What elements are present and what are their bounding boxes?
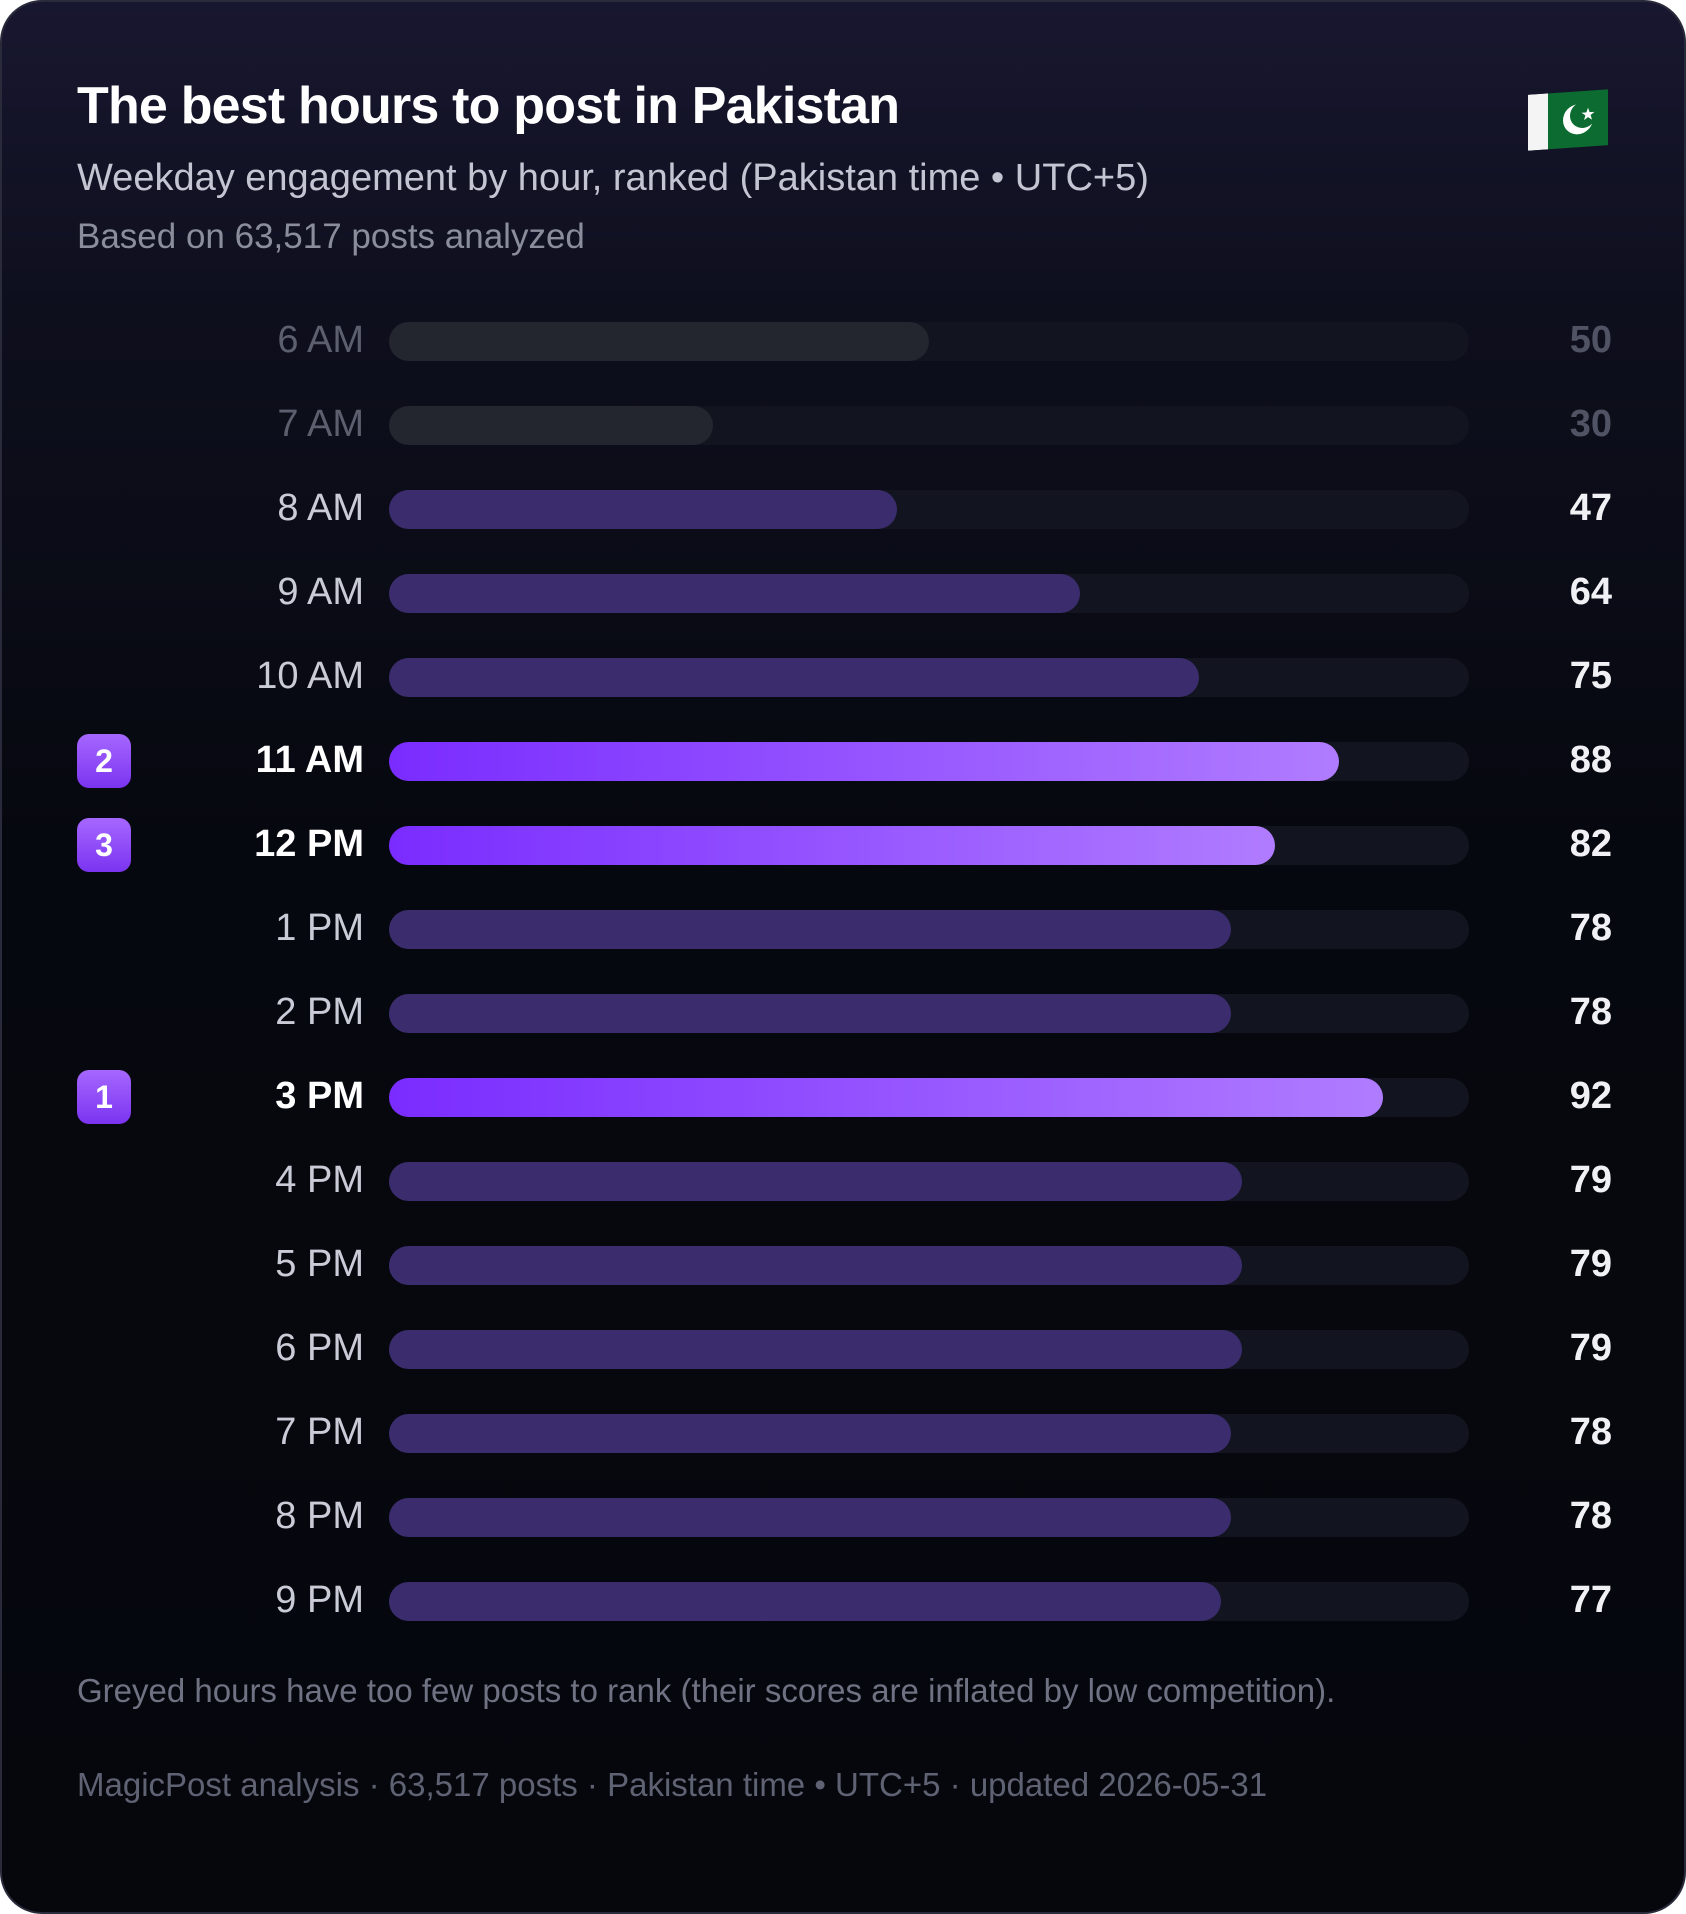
chart-title: The best hours to post in Pakistan xyxy=(77,77,900,135)
hour-label: 8 AM xyxy=(277,487,364,529)
bar-row: 1 3 PM 92 xyxy=(2,1067,1684,1127)
bar-track xyxy=(389,322,1469,361)
pakistan-flag-icon xyxy=(1528,89,1608,151)
bar-track xyxy=(389,406,1469,445)
value-label: 78 xyxy=(1569,907,1612,949)
bar-track xyxy=(389,658,1469,697)
bar-row: 7 AM 30 xyxy=(2,395,1684,455)
bar xyxy=(389,1414,1231,1453)
hour-label: 7 AM xyxy=(277,403,364,445)
bar xyxy=(389,658,1199,697)
value-label: 82 xyxy=(1569,823,1612,865)
value-label: 64 xyxy=(1569,571,1612,613)
bar-track xyxy=(389,826,1469,865)
rank-badge: 3 xyxy=(77,818,131,872)
bar xyxy=(389,742,1339,781)
bar-row: 3 12 PM 82 xyxy=(2,815,1684,875)
hour-label: 2 PM xyxy=(275,991,364,1033)
bar-row: 6 AM 50 xyxy=(2,311,1684,371)
hour-label: 11 AM xyxy=(255,739,364,781)
bar-track xyxy=(389,994,1469,1033)
hour-label: 4 PM xyxy=(275,1159,364,1201)
bar-row: 7 PM 78 xyxy=(2,1403,1684,1463)
bar xyxy=(389,910,1231,949)
bar-track xyxy=(389,1414,1469,1453)
value-label: 78 xyxy=(1569,1495,1612,1537)
bar-row: 2 11 AM 88 xyxy=(2,731,1684,791)
value-label: 88 xyxy=(1569,739,1612,781)
value-label: 47 xyxy=(1569,487,1612,529)
bar xyxy=(389,1498,1231,1537)
value-label: 92 xyxy=(1569,1075,1612,1117)
bar xyxy=(389,1078,1383,1117)
bar-row: 2 PM 78 xyxy=(2,983,1684,1043)
bar-track xyxy=(389,1330,1469,1369)
bar-row: 8 PM 78 xyxy=(2,1487,1684,1547)
bar xyxy=(389,1582,1221,1621)
hour-label: 7 PM xyxy=(275,1411,364,1453)
rank-badge: 2 xyxy=(77,734,131,788)
bar-track xyxy=(389,1078,1469,1117)
hour-label: 6 AM xyxy=(277,319,364,361)
posts-analyzed-caption: Based on 63,517 posts analyzed xyxy=(77,217,585,256)
hour-label: 12 PM xyxy=(254,823,364,865)
bar-track xyxy=(389,574,1469,613)
value-label: 50 xyxy=(1569,319,1612,361)
source-footer: MagicPost analysis · 63,517 posts · Paki… xyxy=(77,1766,1268,1803)
hour-label: 9 AM xyxy=(277,571,364,613)
bar xyxy=(389,1162,1242,1201)
value-label: 77 xyxy=(1569,1579,1612,1621)
value-label: 78 xyxy=(1569,1411,1612,1453)
bar xyxy=(389,1330,1242,1369)
bar-row: 10 AM 75 xyxy=(2,647,1684,707)
bar xyxy=(389,574,1080,613)
value-label: 78 xyxy=(1569,991,1612,1033)
chart-subtitle: Weekday engagement by hour, ranked (Paki… xyxy=(77,157,1149,199)
bar xyxy=(389,994,1231,1033)
hour-label: 8 PM xyxy=(275,1495,364,1537)
bar-row: 9 AM 64 xyxy=(2,563,1684,623)
hour-label: 10 AM xyxy=(256,655,364,697)
bar xyxy=(389,826,1275,865)
bar-track xyxy=(389,1582,1469,1621)
bar xyxy=(389,406,713,445)
bar-track xyxy=(389,910,1469,949)
bar-track xyxy=(389,1498,1469,1537)
bar-track xyxy=(389,742,1469,781)
value-label: 79 xyxy=(1569,1243,1612,1285)
bar-row: 1 PM 78 xyxy=(2,899,1684,959)
bar-track xyxy=(389,490,1469,529)
hour-label: 9 PM xyxy=(275,1579,364,1621)
greyed-hours-note: Greyed hours have too few posts to rank … xyxy=(77,1672,1336,1709)
bar-row: 4 PM 79 xyxy=(2,1151,1684,1211)
value-label: 79 xyxy=(1569,1327,1612,1369)
value-label: 79 xyxy=(1569,1159,1612,1201)
bar-row: 6 PM 79 xyxy=(2,1319,1684,1379)
bar-track xyxy=(389,1162,1469,1201)
value-label: 75 xyxy=(1569,655,1612,697)
bar-row: 9 PM 77 xyxy=(2,1571,1684,1631)
hour-label: 5 PM xyxy=(275,1243,364,1285)
value-label: 30 xyxy=(1569,403,1612,445)
rank-badge: 1 xyxy=(77,1070,131,1124)
bar xyxy=(389,490,897,529)
bar-row: 5 PM 79 xyxy=(2,1235,1684,1295)
hour-label: 3 PM xyxy=(275,1075,364,1117)
bar-track xyxy=(389,1246,1469,1285)
bar-row: 8 AM 47 xyxy=(2,479,1684,539)
bar xyxy=(389,322,929,361)
hour-label: 6 PM xyxy=(275,1327,364,1369)
bar xyxy=(389,1246,1242,1285)
hour-label: 1 PM xyxy=(275,907,364,949)
